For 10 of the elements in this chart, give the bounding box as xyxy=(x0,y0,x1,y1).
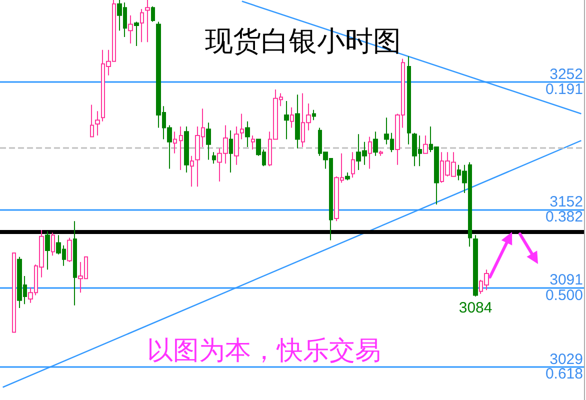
y-tick-label: 3029 xyxy=(550,350,583,368)
y-tick-label: 3252 xyxy=(550,66,583,83)
y2-tick-label: 0.191 xyxy=(545,81,583,98)
y2-tick-label: 0.618 xyxy=(545,366,583,383)
y2-tick-label: 0.500 xyxy=(545,287,583,304)
annotation: 以图为本，快乐交易 xyxy=(147,335,381,365)
y-tick-label: 3091 xyxy=(550,272,583,289)
annotation: 3084 xyxy=(458,299,492,316)
y-tick-label: 3152 xyxy=(550,194,583,211)
y2-tick-label: 0.382 xyxy=(545,208,583,226)
